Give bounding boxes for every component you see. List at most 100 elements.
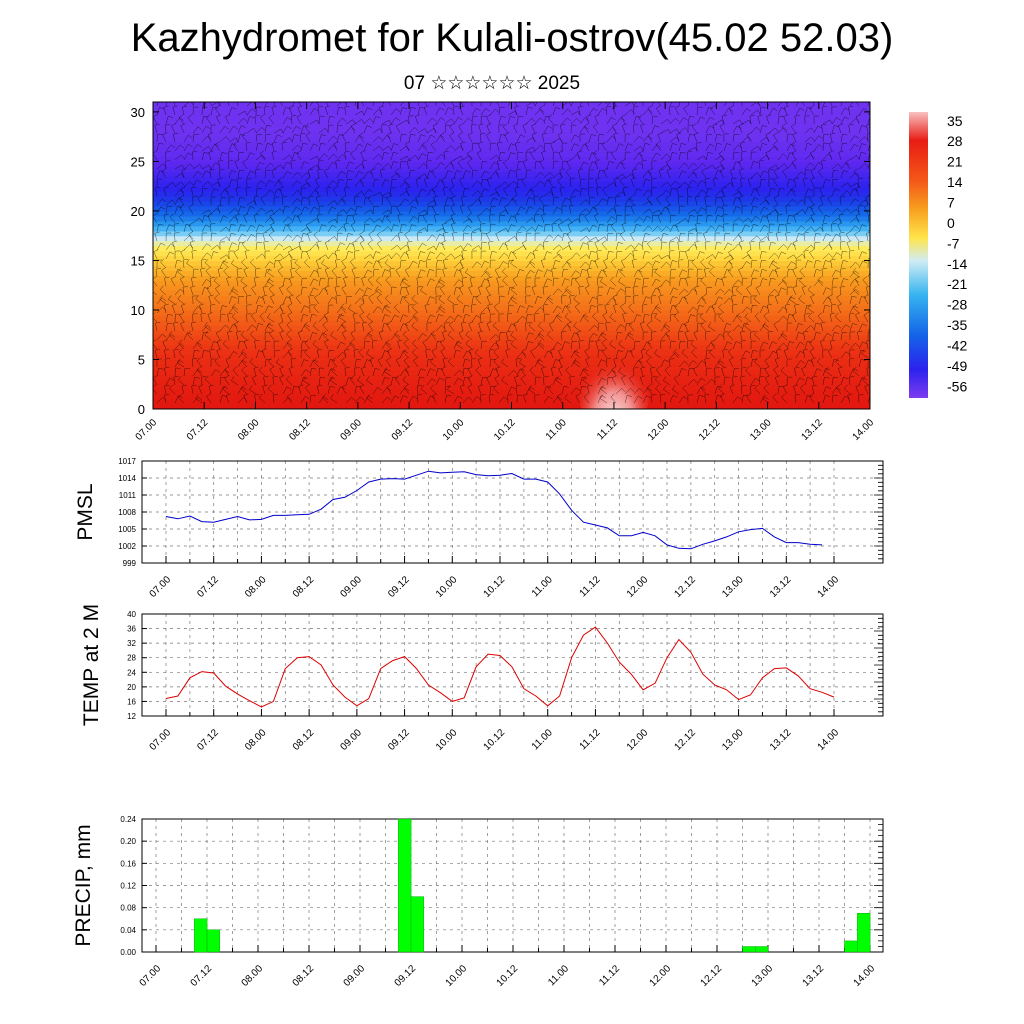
temperature-band (153, 126, 870, 133)
y-tick-label: 24 (127, 668, 136, 677)
y-axis-label: PRECIP, mm (72, 824, 95, 946)
height-tick-label: 0 (138, 402, 145, 417)
colorbar-label: 0 (947, 215, 955, 231)
right-minor-ticks (874, 613, 883, 717)
temperature-band (153, 260, 870, 267)
y-tick-label: 0.12 (120, 882, 136, 891)
x-tick-label: 08.12 (291, 963, 317, 989)
x-tick-label: 09.12 (386, 574, 412, 600)
y-tick-label: 20 (127, 683, 136, 692)
y-tick-label: 0.16 (120, 859, 136, 868)
x-tick-label: 13.00 (720, 574, 746, 600)
x-tick-label: 12.00 (625, 727, 651, 753)
temperature-band (153, 344, 870, 351)
grid-lines (142, 818, 883, 953)
temperature-band (153, 131, 870, 138)
temperature-band (153, 329, 870, 336)
temperature-band (153, 374, 870, 380)
y-tick-label: 0.24 (120, 815, 136, 824)
colorbar-label: -35 (947, 317, 967, 333)
y-tick-label: 12 (127, 712, 136, 721)
temperature-band (153, 136, 870, 143)
y-tick-label: 1008 (118, 508, 136, 517)
x-tick-label: 10.12 (495, 963, 521, 989)
series-line (165, 626, 835, 708)
temperature-band (153, 290, 870, 296)
temperature-band (153, 280, 870, 286)
x-tick-label: 11.00 (530, 574, 555, 599)
temperature-band (153, 240, 870, 247)
x-tick-label: 11.12 (578, 727, 603, 752)
temperature-band (153, 191, 870, 197)
colorbar-label: -42 (947, 338, 967, 354)
time-tick-label: 09.00 (339, 417, 365, 443)
time-tick-label: 07.12 (185, 417, 211, 443)
y-tick-label: 32 (127, 639, 136, 648)
panel-frame (141, 818, 884, 953)
temperature-band (153, 300, 870, 306)
x-tick-label: 11.12 (578, 574, 603, 599)
x-tick-label: 08.00 (243, 727, 269, 753)
height-tick-label: 10 (131, 303, 145, 318)
temperature-band (153, 250, 870, 257)
temperature-band (153, 379, 870, 385)
warm-anomaly (577, 341, 650, 409)
x-tick-label: 10.12 (482, 727, 508, 753)
temperature-band (153, 245, 870, 252)
temperature-band (153, 171, 870, 177)
y-tick-label: 0.08 (120, 904, 136, 913)
temperature-band (153, 324, 870, 331)
temperature-band (153, 364, 870, 370)
time-tick-label: 07.00 (134, 417, 160, 443)
y-tick-label: 28 (127, 654, 136, 663)
chart-title: Kazhydromet for Kulali-ostrov(45.02 52.0… (130, 16, 894, 60)
temperature-band (153, 349, 870, 356)
temperature-band (153, 186, 870, 192)
y-axis-label: TEMP at 2 M (80, 604, 103, 726)
wind-barbs (153, 102, 870, 404)
x-tick-label: 13.12 (768, 574, 794, 600)
precip-panel: 0.00 0.04 0.08 0.12 0.16 0.20 0.24 07.00 07.12 08… (72, 815, 884, 989)
colorbar-label: -56 (947, 378, 967, 394)
temperature-band (153, 151, 870, 158)
wind-barb-field (153, 102, 870, 404)
temperature-band (153, 394, 870, 400)
x-tick-label: 10.12 (482, 574, 508, 600)
precip-bar (410, 896, 425, 953)
time-tick-label: 13.12 (799, 417, 825, 443)
temperature-band (153, 230, 870, 237)
temperature-band (153, 116, 870, 123)
time-tick-label: 12.12 (697, 417, 723, 443)
temperature-band (153, 201, 870, 207)
x-tick-label: 08.00 (240, 963, 266, 989)
temperature-band (153, 255, 870, 262)
x-tick-label: 14.00 (852, 963, 878, 989)
temperature-band (153, 369, 870, 375)
x-tick-label: 08.12 (291, 727, 317, 753)
precip-bar (194, 918, 208, 953)
temperature-band (153, 270, 870, 276)
height-tick-label: 30 (131, 105, 145, 120)
grid-lines (142, 613, 883, 717)
temperature-band (153, 389, 870, 395)
x-tick-label: 08.00 (243, 574, 269, 600)
temperature-band (153, 210, 870, 217)
y-tick-label: 16 (127, 697, 136, 706)
colorbar-label: -28 (947, 297, 967, 313)
colorbar: 35 28 21 14 7 0 -7 -14 -21 -28 -35 -42 -49 -56 (909, 112, 967, 398)
y-tick-label: 999 (123, 559, 137, 568)
temperature-band (153, 215, 870, 222)
time-tick-label: 08.00 (236, 417, 262, 443)
x-tick-label: 07.00 (138, 963, 164, 989)
x-tick-label: 13.00 (750, 963, 776, 989)
chart-subtitle: 07 ☆☆☆☆☆☆ 2025 (403, 73, 581, 94)
temperature-band (153, 354, 870, 361)
right-minor-ticks (874, 460, 883, 564)
temperature-band (153, 265, 870, 271)
temperature-band (153, 310, 870, 316)
temperature-band (153, 225, 870, 232)
x-tick-label: 13.12 (801, 963, 827, 989)
temperature-band (153, 196, 870, 202)
temperature-band (153, 111, 870, 118)
